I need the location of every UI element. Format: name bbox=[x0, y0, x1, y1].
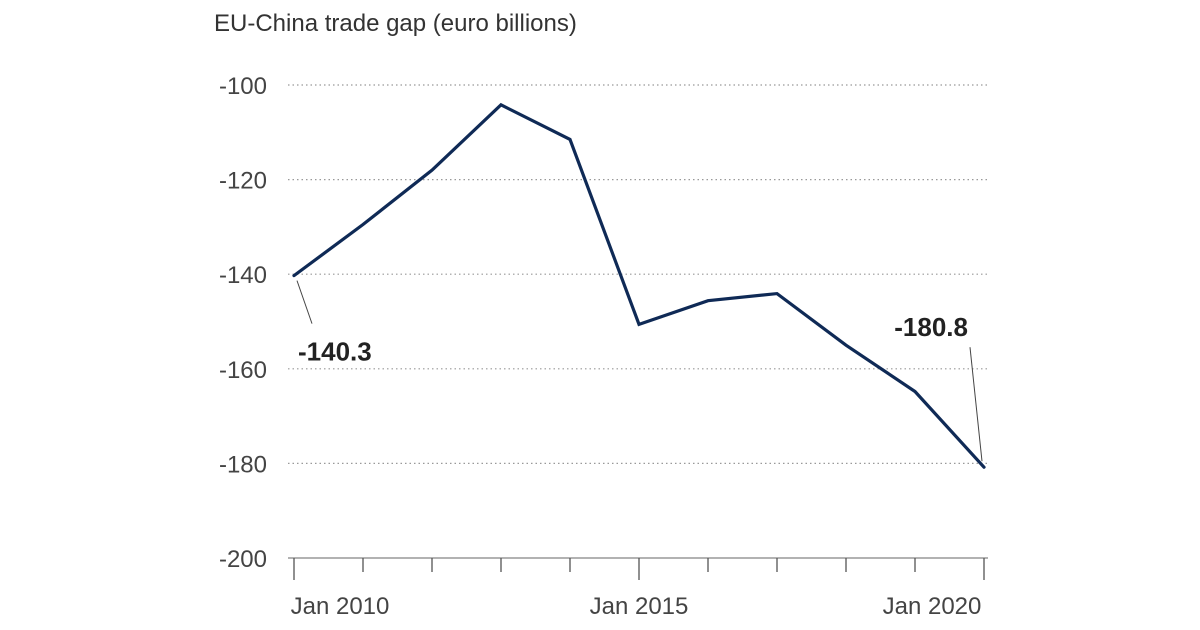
annotation-leader bbox=[296, 280, 313, 324]
annotation-leader bbox=[969, 347, 983, 462]
series-line bbox=[292, 102, 986, 469]
y-tick-label: -180 bbox=[219, 451, 267, 478]
y-tick-label: -120 bbox=[219, 168, 267, 195]
x-tick-label: Jan 2015 bbox=[590, 593, 689, 620]
x-axis: Jan 2010 Jan 2015 Jan 2020 bbox=[291, 558, 985, 620]
data-label: -140.3 bbox=[298, 337, 372, 367]
x-tick-label: Jan 2020 bbox=[883, 593, 982, 620]
y-tick-label: -140 bbox=[219, 262, 267, 289]
y-tick-label: -100 bbox=[219, 73, 267, 100]
gridlines bbox=[288, 84, 988, 559]
y-tick-label: -160 bbox=[219, 357, 267, 384]
y-axis-labels: -100 -120 -140 -160 -180 -200 bbox=[219, 73, 267, 573]
series-layer bbox=[292, 102, 986, 469]
data-label: -180.8 bbox=[894, 312, 968, 342]
annotations: -140.3 -180.8 bbox=[296, 280, 983, 462]
x-tick-label: Jan 2010 bbox=[291, 593, 390, 620]
chart-subtitle: EU-China trade gap (euro billions) bbox=[214, 10, 577, 37]
y-tick-label: -200 bbox=[219, 546, 267, 573]
